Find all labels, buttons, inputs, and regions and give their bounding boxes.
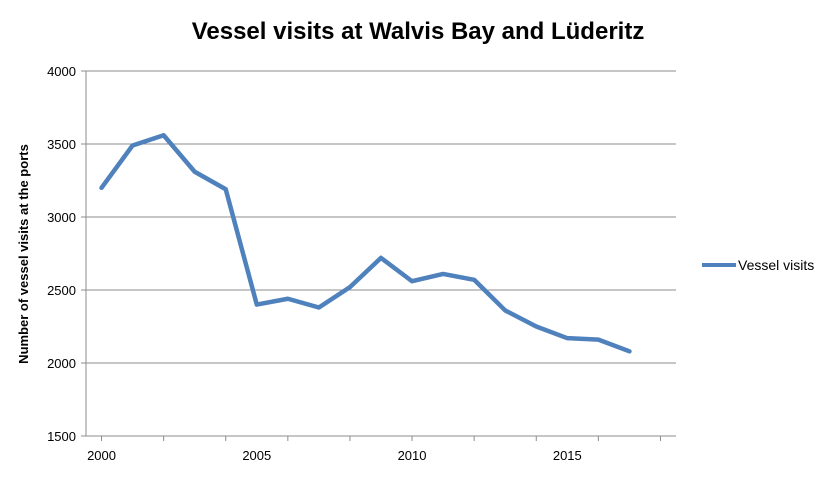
- y-tick-label: 4000: [47, 64, 76, 79]
- y-tick-label: 3500: [47, 137, 76, 152]
- legend-label: Vessel visits: [738, 257, 814, 273]
- axes: [81, 70, 676, 441]
- series-line-0: [99, 132, 632, 354]
- y-tick-label: 2500: [47, 283, 76, 298]
- x-tick-label: 2005: [242, 448, 271, 463]
- x-tick-label: 2000: [87, 448, 116, 463]
- grid-lines: [86, 70, 676, 364]
- y-tick-label: 2000: [47, 356, 76, 371]
- y-tick-labels: 1500 2000 2500 3000 3500 4000: [47, 64, 76, 444]
- legend: Vessel visits: [702, 257, 814, 273]
- series-lines: [99, 132, 632, 354]
- x-tick-label: 2010: [398, 448, 427, 463]
- chart-title: Vessel visits at Walvis Bay and Lüderitz: [191, 18, 645, 45]
- y-tick-label: 3000: [47, 210, 76, 225]
- y-tick-label: 1500: [47, 429, 76, 444]
- x-tick-labels: 2000 2005 2010 2015: [87, 448, 582, 463]
- x-tick-label: 2015: [553, 448, 582, 463]
- y-axis-label: Number of vessel visits at the ports: [16, 144, 31, 364]
